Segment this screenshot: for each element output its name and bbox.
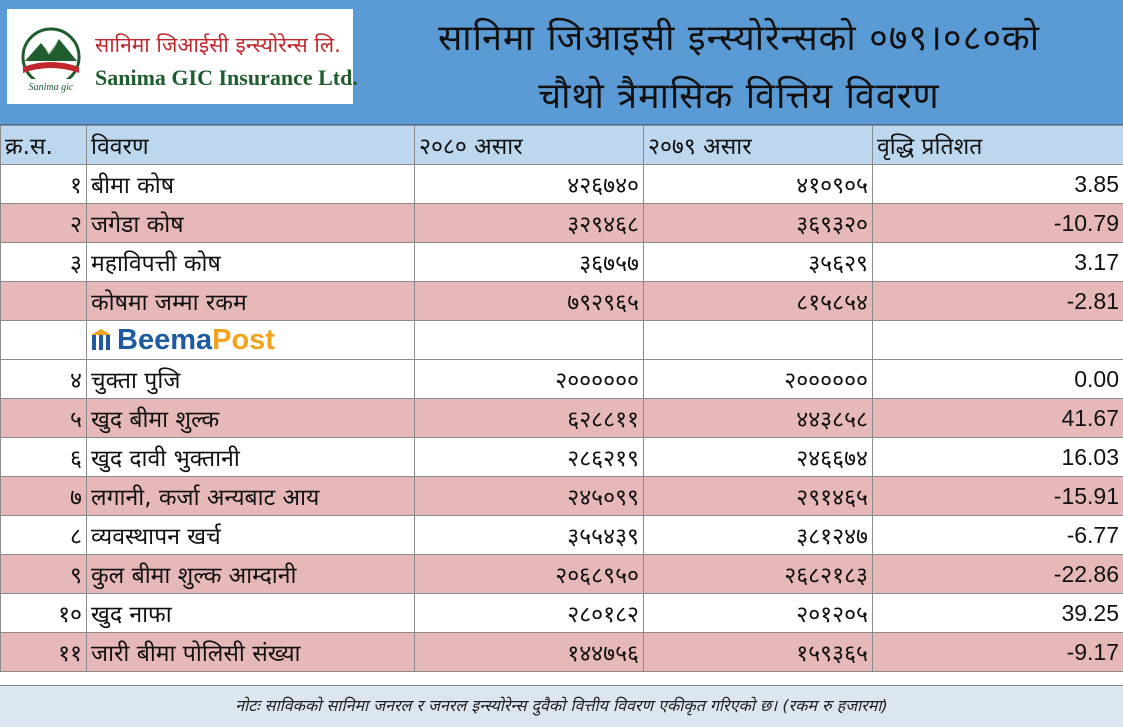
- row-value-2079: ८१५८५४: [643, 281, 873, 321]
- row-value-2080: २००००००: [414, 359, 644, 399]
- table-row: ५ खुद बीमा शुल्क ६२८८११ ४४३८५८ 41.67: [0, 398, 1123, 438]
- row-serial-number: ९: [0, 554, 87, 594]
- column-header-sn: क्र.स.: [0, 125, 87, 165]
- row-description: कुल बीमा शुल्क आम्दानी: [86, 554, 415, 594]
- row-value-2079: २९१४६५: [643, 476, 873, 516]
- row-serial-number: [0, 281, 87, 321]
- row-serial-number: २: [0, 203, 87, 243]
- column-header-2080: २०८० असार: [414, 125, 644, 165]
- logo-mark-text: Sanima gic: [29, 82, 74, 93]
- row-value-2079: २००००००: [643, 359, 873, 399]
- logo-nepali-name: सानिमा जिआईसी इन्स्योरेन्स लि.: [95, 33, 341, 57]
- row-growth-percent: 3.85: [872, 164, 1123, 204]
- row-growth-percent: -9.17: [872, 632, 1123, 672]
- row-growth-percent: 3.17: [872, 242, 1123, 282]
- row-value-2079: ३५६२९: [643, 242, 873, 282]
- table-row: कोषमा जम्मा रकम ७९२९६५ ८१५८५४ -2.81: [0, 281, 1123, 321]
- table-row: ९ कुल बीमा शुल्क आम्दानी २०६८९५० २६८२१८३ -22…: [0, 554, 1123, 594]
- row-growth-percent: -2.81: [872, 281, 1123, 321]
- table-row: ३ महाविपत्ती कोष ३६७५७ ३५६२९ 3.17: [0, 242, 1123, 282]
- company-logo: Sanima gic सानिमा जिआईसी इन्स्योरेन्स लि…: [7, 9, 358, 104]
- beema-post-watermark: Beema Post: [86, 320, 415, 360]
- beema-text: Beema: [117, 323, 213, 356]
- page-header: Sanima gic सानिमा जिआईसी इन्स्योरेन्स लि…: [0, 0, 1123, 125]
- row-value-2080: ३६७५७: [414, 242, 644, 282]
- row-serial-number: ३: [0, 242, 87, 282]
- table-row: २ जगेडा कोष ३२९४६८ ३६९३२० -10.79: [0, 203, 1123, 243]
- logo-english-name: Sanima GIC Insurance Ltd.: [95, 65, 358, 90]
- page-title-line-1: सानिमा जिआइसी इन्स्योरेन्सको ०७९।०८०को: [437, 18, 1041, 59]
- row-growth-percent: -15.91: [872, 476, 1123, 516]
- row-growth-percent: -22.86: [872, 554, 1123, 594]
- mountain-logo-icon: Sanima gic: [19, 27, 83, 93]
- row-value-2079: ४१०९०५: [643, 164, 873, 204]
- row-value-2080: १४४७५६: [414, 632, 644, 672]
- row-description: कोषमा जम्मा रकम: [86, 281, 415, 321]
- table-row: १ बीमा कोष ४२६७४० ४१०९०५ 3.85: [0, 164, 1123, 204]
- row-growth-percent: 41.67: [872, 398, 1123, 438]
- row-value-2080: २०६८९५०: [414, 554, 644, 594]
- row-description: लगानी, कर्जा अन्यबाट आय: [86, 476, 415, 516]
- row-value-2080: २८६२१९: [414, 437, 644, 477]
- row-description: खुद बीमा शुल्क: [86, 398, 415, 438]
- row-growth-percent: 0.00: [872, 359, 1123, 399]
- row-serial-number: ११: [0, 632, 87, 672]
- row-value-2079: २६८२१८३: [643, 554, 873, 594]
- row-value-2080: ७९२९६५: [414, 281, 644, 321]
- row-value-2079: ३६९३२०: [643, 203, 873, 243]
- financial-table: क्र.स. विवरण २०८० असार २०७९ असार वृद्धि …: [0, 125, 1123, 672]
- empty-cell: [414, 320, 644, 360]
- row-description: खुद दावी भुक्तानी: [86, 437, 415, 477]
- watermark-row: Beema Post: [0, 320, 1123, 360]
- table-row: ६ खुद दावी भुक्तानी २८६२१९ २४६६७४ 16.03: [0, 437, 1123, 477]
- row-description: चुक्ता पुजि: [86, 359, 415, 399]
- table-header-row: क्र.स. विवरण २०८० असार २०७९ असार वृद्धि …: [0, 125, 1123, 165]
- row-description: बीमा कोष: [86, 164, 415, 204]
- table-row: ७ लगानी, कर्जा अन्यबाट आय २४५०९९ २९१४६५ -15.…: [0, 476, 1123, 516]
- row-growth-percent: -10.79: [872, 203, 1123, 243]
- row-value-2079: ४४३८५८: [643, 398, 873, 438]
- table-row: १० खुद नाफा २८०१८२ २०१२०५ 39.25: [0, 593, 1123, 633]
- row-serial-number: ५: [0, 398, 87, 438]
- row-value-2079: २०१२०५: [643, 593, 873, 633]
- empty-cell: [872, 320, 1123, 360]
- row-growth-percent: -6.77: [872, 515, 1123, 555]
- row-serial-number: १: [0, 164, 87, 204]
- row-serial-number: ७: [0, 476, 87, 516]
- empty-cell: [0, 320, 87, 360]
- footer-note: नोटः साविकको सानिमा जनरल र जनरल इन्स्योर…: [0, 685, 1123, 727]
- table-row: ४ चुक्ता पुजि २०००००० २०००००० 0.00: [0, 359, 1123, 399]
- row-serial-number: ६: [0, 437, 87, 477]
- row-serial-number: १०: [0, 593, 87, 633]
- row-serial-number: ४: [0, 359, 87, 399]
- row-value-2079: २४६६७४: [643, 437, 873, 477]
- row-growth-percent: 39.25: [872, 593, 1123, 633]
- row-value-2080: २८०१८२: [414, 593, 644, 633]
- empty-cell: [643, 320, 873, 360]
- table-row: ८ व्यवस्थापन खर्च ३५५४३९ ३८१२४७ -6.77: [0, 515, 1123, 555]
- column-header-description: विवरण: [86, 125, 415, 165]
- row-value-2080: ४२६७४०: [414, 164, 644, 204]
- row-serial-number: ८: [0, 515, 87, 555]
- row-growth-percent: 16.03: [872, 437, 1123, 477]
- beema-post-logo-icon: [91, 329, 111, 350]
- row-description: व्यवस्थापन खर्च: [86, 515, 415, 555]
- row-value-2080: ३५५४३९: [414, 515, 644, 555]
- post-text: Post: [212, 323, 275, 356]
- row-description: खुद नाफा: [86, 593, 415, 633]
- row-value-2080: २४५०९९: [414, 476, 644, 516]
- row-description: जारी बीमा पोलिसी संख्या: [86, 632, 415, 672]
- row-value-2080: ३२९४६८: [414, 203, 644, 243]
- column-header-growth: वृद्धि प्रतिशत: [872, 125, 1123, 165]
- row-value-2080: ६२८८११: [414, 398, 644, 438]
- row-description: जगेडा कोष: [86, 203, 415, 243]
- column-header-2079: २०७९ असार: [643, 125, 873, 165]
- row-description: महाविपत्ती कोष: [86, 242, 415, 282]
- page-title-line-2: चौथो त्रैमासिक वित्तिय विवरण: [538, 76, 940, 117]
- row-value-2079: ३८१२४७: [643, 515, 873, 555]
- table-row: ११ जारी बीमा पोलिसी संख्या १४४७५६ १५९३६५ -9.…: [0, 632, 1123, 672]
- row-value-2079: १५९३६५: [643, 632, 873, 672]
